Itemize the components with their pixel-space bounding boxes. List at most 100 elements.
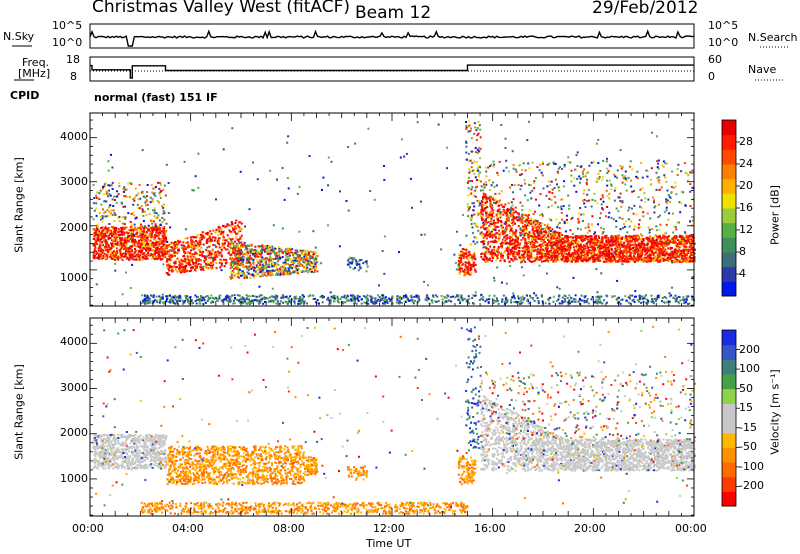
data-cell [290,251,293,254]
data-cell [231,247,234,250]
data-cell [167,244,170,247]
data-cell [366,294,369,297]
data-cell [194,251,197,254]
data-cell [272,300,275,303]
data-cell [158,253,161,256]
data-cell [259,255,262,258]
data-cell [114,240,117,243]
data-cell [294,249,297,252]
data-cell [192,246,195,249]
data-cell [148,248,151,251]
data-cell [630,240,633,243]
data-cell [671,256,674,259]
data-cell [248,298,250,301]
data-cell [133,241,136,244]
data-cell [130,257,133,260]
data-cell [639,238,642,241]
data-cell [202,269,205,271]
data-cell [552,234,555,237]
data-cell [238,221,241,224]
data-cell [473,194,476,197]
data-cell [307,295,310,298]
data-cell [182,302,185,305]
data-cell [659,245,662,248]
data-cell [105,193,108,196]
data-cell [458,256,461,259]
data-cell [143,254,146,257]
data-cell [143,252,146,255]
data-cell [378,296,381,298]
data-cell [144,232,147,235]
data-cell [197,243,200,246]
data-cell [242,243,245,246]
data-cell [605,238,608,241]
data-cell [109,254,112,257]
data-cell [595,244,598,246]
data-cell [502,222,505,225]
data-cell [671,239,674,242]
data-cell [198,249,201,251]
data-cell [303,300,306,303]
data-cell [97,196,100,199]
data-cell [256,273,259,276]
data-cell [560,239,562,242]
data-cell [479,136,482,139]
data-cell [114,238,117,241]
data-cell [230,263,232,266]
data-cell [285,263,288,266]
data-cell [103,236,106,239]
data-cell [527,217,530,220]
data-cell [237,266,240,269]
data-cell [497,201,500,203]
data-cell [104,227,107,230]
data-cell [609,247,612,250]
data-cell [617,234,620,237]
data-cell [505,225,508,228]
data-cell [154,234,156,237]
data-cell [183,260,186,263]
data-cell [569,236,572,239]
data-cell [123,223,126,226]
data-cell [274,263,277,266]
data-cell [106,243,109,246]
data-cell [206,233,209,236]
data-cell [261,256,264,259]
data-cell [315,255,318,257]
data-cell [239,301,242,304]
data-cell [513,242,516,245]
data-cell [176,300,178,303]
data-cell [215,262,218,264]
data-cell [466,203,469,206]
data-cell [511,224,514,227]
data-cell [163,250,166,253]
data-cell [235,257,238,260]
data-cell [593,238,596,241]
data-cell [154,223,157,226]
data-cell [92,183,95,186]
data-cell [254,255,257,258]
data-cell [573,248,576,251]
data-cell [477,132,480,135]
data-cell [101,234,103,236]
data-cell [604,248,607,251]
data-cell [121,232,123,235]
data-cell [263,258,266,261]
data-cell [597,235,600,238]
data-cell [491,207,494,210]
data-cell [240,298,243,301]
data-cell [247,269,250,272]
data-cell [93,233,96,236]
data-cell [155,299,158,302]
data-cell [274,273,277,276]
data-cell [164,239,167,242]
data-cell [195,236,198,239]
data-cell [664,248,667,251]
data-cell [243,252,246,255]
data-cell [132,258,135,261]
data-cell [112,245,115,248]
data-cell [473,268,476,271]
data-cell [605,239,608,242]
data-cell [177,297,180,300]
data-cell [171,255,174,257]
data-cell [252,258,255,261]
